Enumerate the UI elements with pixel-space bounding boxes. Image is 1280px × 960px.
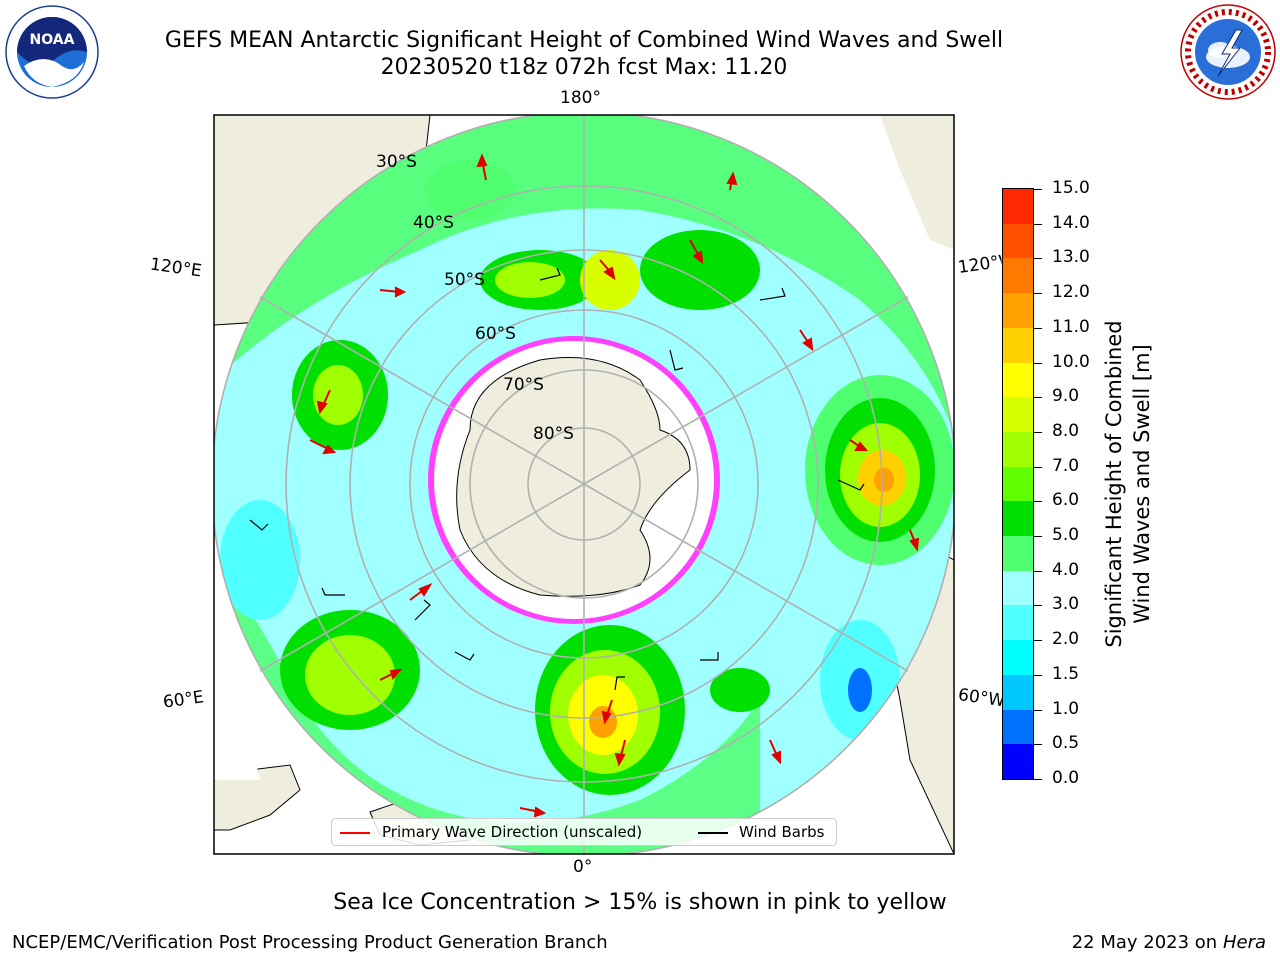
footer-branch: NCEP/EMC/Verification Post Processing Pr… — [12, 932, 608, 953]
colorbar-tick-label: 9.0 — [1052, 386, 1080, 407]
colorbar-tick — [1034, 397, 1042, 399]
colorbar-tick-label: 4.0 — [1052, 559, 1080, 580]
colorbar-tick-label: 0.5 — [1052, 733, 1080, 754]
colorbar-tick-label: 7.0 — [1052, 455, 1080, 476]
lat-label-60s: 60°S — [475, 324, 516, 344]
colorbar-band — [1003, 431, 1033, 467]
colorbar-tick — [1034, 258, 1042, 260]
colorbar-tick-label: 0.0 — [1052, 768, 1080, 788]
colorbar-tick — [1034, 570, 1042, 572]
colorbar — [1002, 188, 1034, 780]
colorbar-tick-label: 10.0 — [1052, 351, 1090, 372]
footer-date-text: 22 May 2023 on — [1071, 932, 1218, 953]
nws-logo — [1180, 4, 1276, 100]
colorbar-tick — [1034, 431, 1042, 433]
colorbar-tick — [1034, 501, 1042, 503]
colorbar-band — [1003, 362, 1033, 398]
colorbar-tick — [1034, 293, 1042, 295]
chart-title: GEFS MEAN Antarctic Significant Height o… — [164, 28, 1004, 53]
barb-legend-line — [698, 832, 728, 834]
colorbar-tick — [1034, 779, 1042, 780]
lat-label-80s: 80°S — [533, 424, 574, 444]
graticule — [214, 115, 954, 854]
colorbar-tick-label: 1.5 — [1052, 663, 1080, 684]
colorbar-band — [1003, 327, 1033, 363]
colorbar-tick — [1034, 362, 1042, 364]
colorbar-tick-label: 1.0 — [1052, 698, 1080, 719]
colorbar-band — [1003, 743, 1033, 779]
colorbar-band — [1003, 466, 1033, 502]
colorbar-tick — [1034, 189, 1042, 190]
lat-label-40s: 40°S — [413, 213, 454, 233]
wind-barbs — [249, 267, 865, 691]
colorbar-tick — [1034, 709, 1042, 711]
map-frame — [213, 114, 955, 855]
colorbar-band — [1003, 674, 1033, 710]
lat-label-50s: 50°S — [444, 270, 485, 290]
antarctica — [428, 336, 720, 624]
sea-ice-note: Sea Ice Concentration > 15% is shown in … — [333, 890, 947, 915]
colorbar-tick — [1034, 744, 1042, 746]
colorbar-band — [1003, 292, 1033, 328]
lon-label-180: 180° — [560, 88, 601, 108]
colorbar-tick-label: 13.0 — [1052, 247, 1090, 268]
colorbar-band — [1003, 709, 1033, 745]
colorbar-tick-label: 3.0 — [1052, 594, 1080, 615]
wave-legend-label: Primary Wave Direction (unscaled) — [382, 823, 643, 841]
colorbar-tick-label: 2.0 — [1052, 629, 1080, 650]
colorbar-title: Significant Height of Combined Wind Wave… — [1100, 264, 1156, 704]
colorbar-tick — [1034, 327, 1042, 329]
colorbar-tick — [1034, 605, 1042, 607]
colorbar-title-line1: Significant Height of Combined — [1102, 320, 1126, 648]
lon-label-0: 0° — [573, 857, 593, 877]
colorbar-band — [1003, 223, 1033, 259]
colorbar-band — [1003, 396, 1033, 432]
colorbar-tick — [1034, 536, 1042, 538]
wave-direction-arrows — [309, 153, 920, 818]
colorbar-band — [1003, 639, 1033, 675]
colorbar-tick-label: 5.0 — [1052, 525, 1080, 546]
colorbar-band — [1003, 570, 1033, 606]
colorbar-tick-label: 12.0 — [1052, 282, 1090, 303]
colorbar-tick-label: 11.0 — [1052, 316, 1090, 337]
colorbar-tick-label: 8.0 — [1052, 420, 1080, 441]
colorbar-tick — [1034, 674, 1042, 676]
wave-legend-line — [340, 832, 370, 834]
lat-label-30s: 30°S — [376, 152, 417, 172]
footer-date: 22 May 2023 on Hera — [1072, 932, 1266, 953]
footer-host: Hera — [1222, 932, 1266, 953]
colorbar-tick-label: 14.0 — [1052, 212, 1090, 233]
colorbar-band — [1003, 188, 1033, 224]
lat-label-70s: 70°S — [503, 375, 544, 395]
colorbar-tick — [1034, 223, 1042, 225]
colorbar-tick — [1034, 466, 1042, 468]
map-legend: Primary Wave Direction (unscaled) Wind B… — [331, 818, 837, 846]
colorbar-tick-label: 6.0 — [1052, 490, 1080, 511]
colorbar-band — [1003, 500, 1033, 537]
colorbar-title-line2: Wind Waves and Swell [m] — [1130, 344, 1154, 624]
colorbar-tick — [1034, 640, 1042, 642]
colorbar-band — [1003, 604, 1033, 641]
noaa-logo: NOAA — [5, 5, 99, 99]
colorbar-band — [1003, 257, 1033, 294]
colorbar-band — [1003, 535, 1033, 571]
noaa-logo-text: NOAA — [30, 32, 75, 48]
colorbar-tick-label: 15.0 — [1052, 178, 1090, 198]
barb-legend-label: Wind Barbs — [739, 823, 825, 841]
chart-subtitle: 20230520 t18z 072h fcst Max: 11.20 — [380, 55, 788, 80]
